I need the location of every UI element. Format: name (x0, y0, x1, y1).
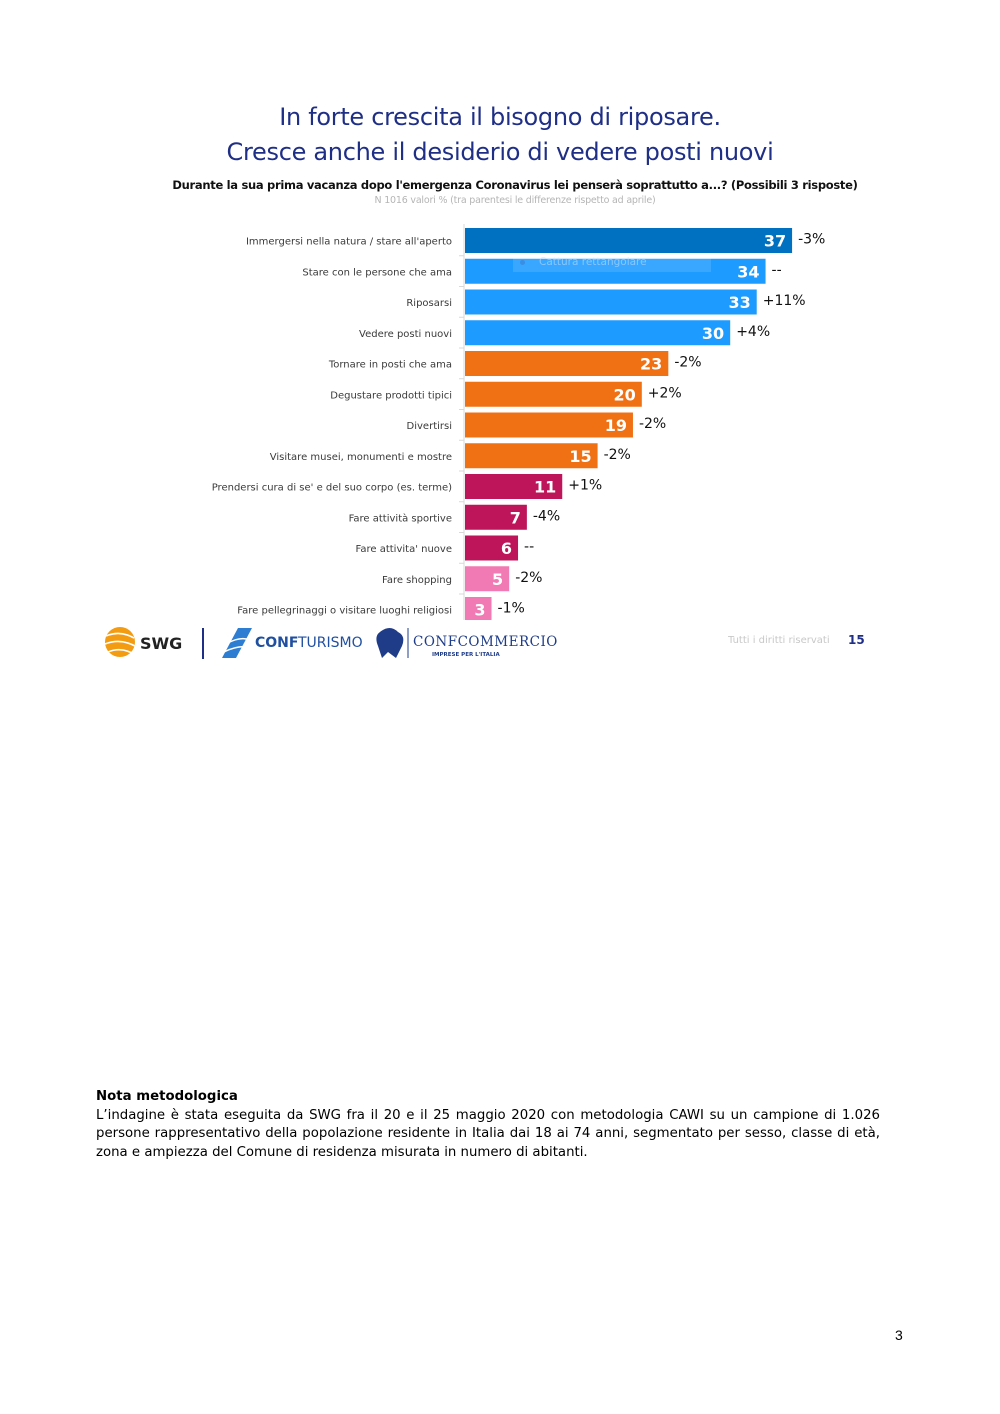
value-label: 37 (764, 232, 786, 251)
difference-label: +2% (648, 385, 682, 401)
difference-label: -1% (498, 601, 525, 617)
category-label: Visitare musei, monumenti e mostre (270, 452, 452, 463)
difference-label: -2% (674, 355, 701, 371)
bar (465, 351, 669, 376)
slide-number: 15 (848, 633, 865, 647)
bar (465, 381, 642, 407)
chart-sample-note: N 1016 valori % (tra parentesi le differ… (374, 195, 656, 206)
footer-logos: SWG CONF TURISMO CONFCOMMERCIO IMPRESE P… (104, 627, 557, 659)
methodology-note: Nota metodologica L’indagine è stata ese… (96, 1088, 880, 1162)
bar (465, 258, 766, 284)
category-label: Fare attività sportive (349, 512, 452, 524)
difference-label: +1% (568, 478, 602, 494)
difference-label: -2% (515, 570, 542, 586)
category-label: Stare con le persone che ama (302, 267, 452, 278)
difference-label: +4% (736, 324, 770, 340)
difference-label: -4% (533, 508, 560, 524)
confcommercio-logo: CONFCOMMERCIO IMPRESE PER L'ITALIA (376, 628, 557, 658)
rights-reserved: Tutti i diritti riservati (728, 635, 830, 646)
confturismo-mark-icon (222, 628, 252, 658)
bar (465, 412, 633, 438)
value-label: 5 (492, 570, 503, 589)
value-label: 33 (728, 293, 750, 312)
difference-label: -3% (798, 232, 825, 248)
swg-logo-text: SWG (140, 634, 182, 653)
methodology-body: L’indagine è stata eseguita da SWG fra i… (96, 1107, 880, 1160)
value-label: 19 (605, 416, 627, 435)
bar (465, 228, 793, 253)
page-number: 3 (895, 1327, 903, 1343)
category-label: Fare shopping (382, 575, 452, 586)
category-label: Immergersi nella natura / stare all'aper… (246, 237, 452, 248)
value-label: 3 (474, 601, 485, 620)
category-label: Riposarsi (406, 298, 452, 309)
category-label: Fare attivita' nuove (356, 544, 452, 555)
difference-label: -2% (604, 447, 631, 463)
value-label: 34 (737, 262, 759, 281)
value-label: 7 (510, 508, 521, 527)
difference-label: -- (524, 539, 534, 555)
methodology-heading: Nota metodologica (96, 1089, 238, 1104)
category-label: Divertirsi (407, 421, 452, 432)
capture-overlay-text: Cattura rettangolare (539, 256, 647, 268)
confturismo-light-text: TURISMO (297, 635, 363, 651)
category-label: Tornare in posti che ama (328, 360, 452, 371)
bar (465, 289, 757, 315)
record-dot-icon (520, 259, 525, 265)
difference-label: -- (772, 262, 782, 278)
bar (465, 535, 519, 561)
confturismo-bold-text: CONF (255, 635, 298, 651)
confcommercio-text: CONFCOMMERCIO (413, 634, 558, 650)
bar (465, 320, 731, 346)
difference-label: -2% (639, 416, 666, 432)
bar (465, 443, 598, 469)
value-label: 6 (501, 539, 512, 558)
capture-overlay (513, 254, 711, 272)
category-label: Degustare prodotti tipici (330, 390, 452, 401)
value-label: 20 (614, 385, 636, 404)
confturismo-logo: CONF TURISMO (222, 628, 363, 658)
slide-title-line-2: Cresce anche il desiderio di vedere post… (226, 138, 774, 166)
bar (465, 504, 527, 530)
value-label: 30 (702, 324, 724, 343)
slide-title-line-1: In forte crescita il bisogno di riposare… (279, 103, 721, 131)
bar (465, 566, 510, 592)
category-label: Vedere posti nuovi (359, 329, 452, 340)
bar (465, 597, 492, 620)
value-label: 15 (569, 447, 591, 466)
bar (465, 474, 563, 499)
eagle-icon (376, 628, 404, 658)
value-label: 23 (640, 355, 662, 374)
swg-logo: SWG (104, 627, 182, 657)
chart-question: Durante la sua prima vacanza dopo l'emer… (172, 178, 858, 192)
capture-overlay-label: Cattura rettangolare (520, 256, 647, 268)
difference-label: +11% (763, 293, 806, 309)
value-label: 11 (534, 478, 556, 497)
confcommercio-subtitle: IMPRESE PER L'ITALIA (432, 652, 500, 658)
category-label: Prendersi cura di se' e del suo corpo (e… (212, 483, 452, 494)
category-label: Fare pellegrinaggi o visitare luoghi rel… (237, 606, 452, 617)
bar-chart: Immergersi nella natura / stare all'aper… (212, 224, 825, 620)
